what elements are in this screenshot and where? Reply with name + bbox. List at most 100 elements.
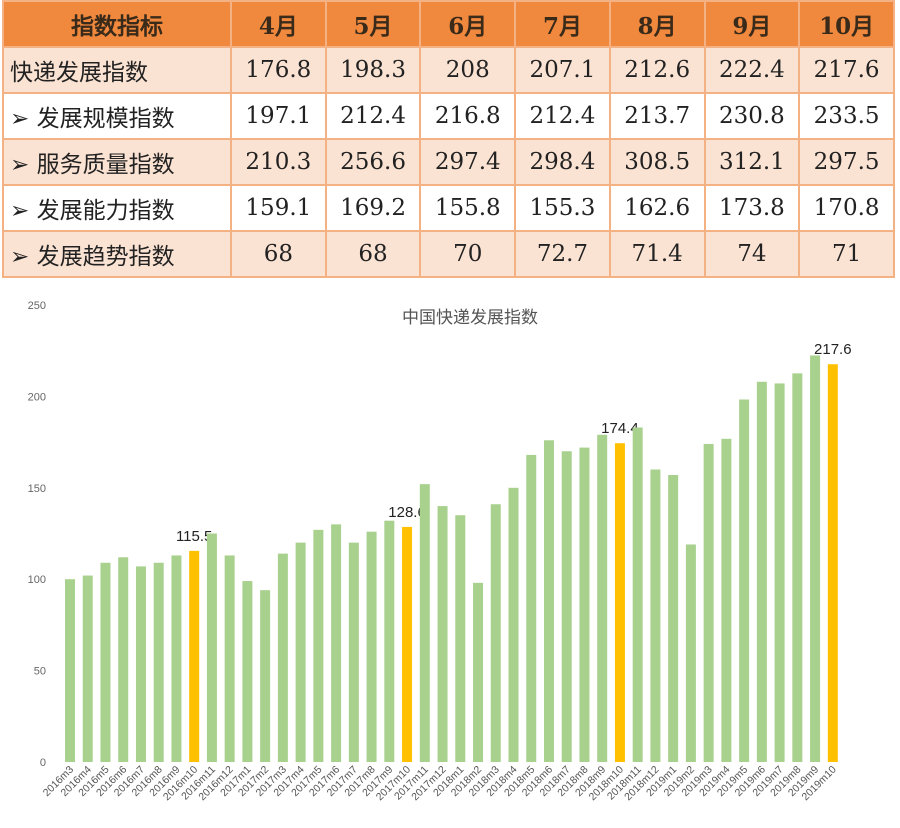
value-label: 128.6 (388, 504, 426, 521)
bar (739, 399, 750, 762)
bar (171, 555, 182, 762)
value-label: 115.5 (176, 528, 212, 545)
row-label: ➢ 发展能力指数 (2, 184, 232, 232)
cell: 212.4 (324, 92, 422, 140)
bar (65, 579, 75, 762)
y-tick-label: 150 (28, 483, 46, 495)
value-label: 217.6 (814, 341, 852, 358)
bar (437, 506, 448, 762)
cell: 208 (419, 46, 517, 94)
header-cell: 8月 (608, 0, 706, 48)
bar (668, 475, 679, 762)
cell: 70 (419, 230, 517, 278)
bar (82, 575, 93, 762)
bar (774, 383, 785, 762)
bar (703, 443, 714, 762)
bar (313, 529, 324, 762)
cell: 222.4 (703, 46, 801, 94)
cell: 162.6 (608, 184, 706, 232)
bar (526, 454, 537, 762)
row-label: ➢ 发展趋势指数 (2, 230, 232, 278)
cell: 176.8 (230, 46, 327, 94)
cell: 312.1 (703, 138, 801, 186)
cell: 216.8 (419, 92, 517, 140)
bar (419, 484, 430, 762)
bar (597, 434, 608, 762)
cell: 212.6 (608, 46, 706, 94)
bar (756, 381, 767, 762)
cell: 197.1 (230, 92, 327, 140)
cell: 74 (703, 230, 801, 278)
bar (277, 553, 288, 762)
bar (614, 443, 625, 762)
table-body: 快递发展指数 176.8 198.3 208 207.1 212.6 222.4 217.6 ➢… (2, 46, 895, 278)
cell: 68 (230, 230, 327, 278)
bar (100, 562, 111, 762)
bar (685, 544, 696, 762)
bar (331, 524, 342, 762)
bar (206, 533, 217, 762)
table-row: ➢ 发展规模指数 197.1 212.4 216.8 212.4 213.7 230.8 23… (2, 92, 895, 140)
bar (543, 440, 554, 762)
chart: 中国快递发展指数 0501001502002502016m32016m42016… (28, 300, 852, 803)
header-cell: 5月 (324, 0, 422, 48)
value-label: 174.4 (601, 420, 639, 437)
cell: 256.6 (324, 138, 422, 186)
cell: 212.4 (514, 92, 611, 140)
cell: 71.4 (608, 230, 706, 278)
table-row: 快递发展指数 176.8 198.3 208 207.1 212.6 222.4 217.6 (2, 46, 895, 94)
bar (118, 557, 129, 762)
bar (366, 531, 377, 762)
bar (490, 504, 501, 762)
bar (260, 590, 271, 762)
row-label: 快递发展指数 (2, 46, 232, 94)
index-table: 指数指标 4月 5月 6月 7月 8月 9月 10月 快递发展指数 176.8 198.3 208 20… (2, 0, 895, 278)
bar (792, 373, 803, 762)
cell: 207.1 (514, 46, 611, 94)
cell: 308.5 (608, 138, 706, 186)
bar (810, 355, 821, 762)
bar (242, 581, 253, 762)
bar (561, 451, 572, 762)
bar (135, 566, 146, 762)
table-row: ➢ 服务质量指数 210.3 256.6 297.4 298.4 308.5 312.1 29… (2, 138, 895, 186)
cell: 213.7 (608, 92, 706, 140)
bar (295, 542, 306, 762)
bar (384, 520, 395, 762)
cell: 159.1 (230, 184, 327, 232)
y-tick-label: 250 (28, 300, 46, 312)
bar (402, 526, 413, 762)
header-cell: 指数指标 (2, 0, 232, 48)
cell: 297.4 (419, 138, 517, 186)
y-tick-label: 50 (34, 666, 46, 678)
bar (473, 582, 484, 762)
bar (579, 447, 590, 762)
header-cell: 7月 (514, 0, 611, 48)
cell: 155.8 (419, 184, 517, 232)
bar (455, 515, 466, 762)
cell: 298.4 (514, 138, 611, 186)
chart-title: 中国快递发展指数 (402, 308, 538, 327)
table-row: ➢ 发展趋势指数 68 68 70 72.7 71.4 74 71 (2, 230, 895, 278)
bar (721, 438, 732, 762)
y-tick-label: 100 (28, 574, 46, 586)
bar (189, 550, 200, 762)
row-label: ➢ 发展规模指数 (2, 92, 232, 140)
y-tick-label: 200 (28, 391, 46, 403)
bar (650, 469, 661, 762)
cell: 198.3 (324, 46, 422, 94)
bar (632, 427, 643, 762)
cell: 72.7 (514, 230, 611, 278)
header-cell: 10月 (798, 0, 895, 48)
bar (153, 562, 164, 762)
cell: 230.8 (703, 92, 801, 140)
cell: 68 (324, 230, 422, 278)
bar (508, 487, 519, 762)
cell: 233.5 (798, 92, 895, 140)
header-cell: 9月 (703, 0, 801, 48)
bar (348, 542, 359, 762)
bar (224, 555, 235, 762)
cell: 170.8 (798, 184, 895, 232)
row-label: ➢ 服务质量指数 (2, 138, 232, 186)
